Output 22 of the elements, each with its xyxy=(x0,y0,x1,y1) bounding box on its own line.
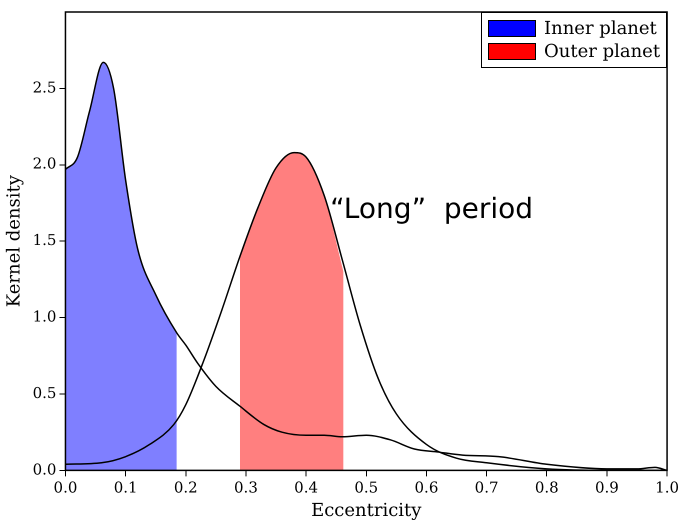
y-axis-title: Kernel density xyxy=(3,174,24,308)
x-tick-label: 0.2 xyxy=(174,478,198,496)
y-tick-label: 1.0 xyxy=(32,307,56,326)
annotation: “Long” period xyxy=(330,192,534,225)
y-tick-label: 0.0 xyxy=(32,460,56,478)
y-tick-label: 2.5 xyxy=(32,78,56,96)
x-axis-title: Eccentricity xyxy=(311,500,422,521)
x-tick-label: 0.1 xyxy=(114,478,138,496)
y-tick-label: 1.5 xyxy=(32,231,56,250)
x-tick-label: 0.7 xyxy=(474,478,499,496)
y-tick-label: 2.0 xyxy=(32,154,56,173)
y-tick-label: 0.5 xyxy=(32,384,56,402)
x-tick-label: 0.0 xyxy=(54,478,78,496)
x-tick-label: 0.3 xyxy=(234,478,258,496)
x-tick-label: 1.0 xyxy=(655,478,679,496)
x-tick-label: 0.6 xyxy=(414,478,438,496)
x-tick-label: 0.5 xyxy=(354,478,378,496)
x-tick-label: 0.4 xyxy=(294,478,318,496)
legend-label: Outer planet xyxy=(544,41,660,62)
x-tick-label: 0.9 xyxy=(594,478,619,496)
legend-label: Inner planet xyxy=(544,18,657,39)
x-tick-label: 0.8 xyxy=(534,478,559,496)
